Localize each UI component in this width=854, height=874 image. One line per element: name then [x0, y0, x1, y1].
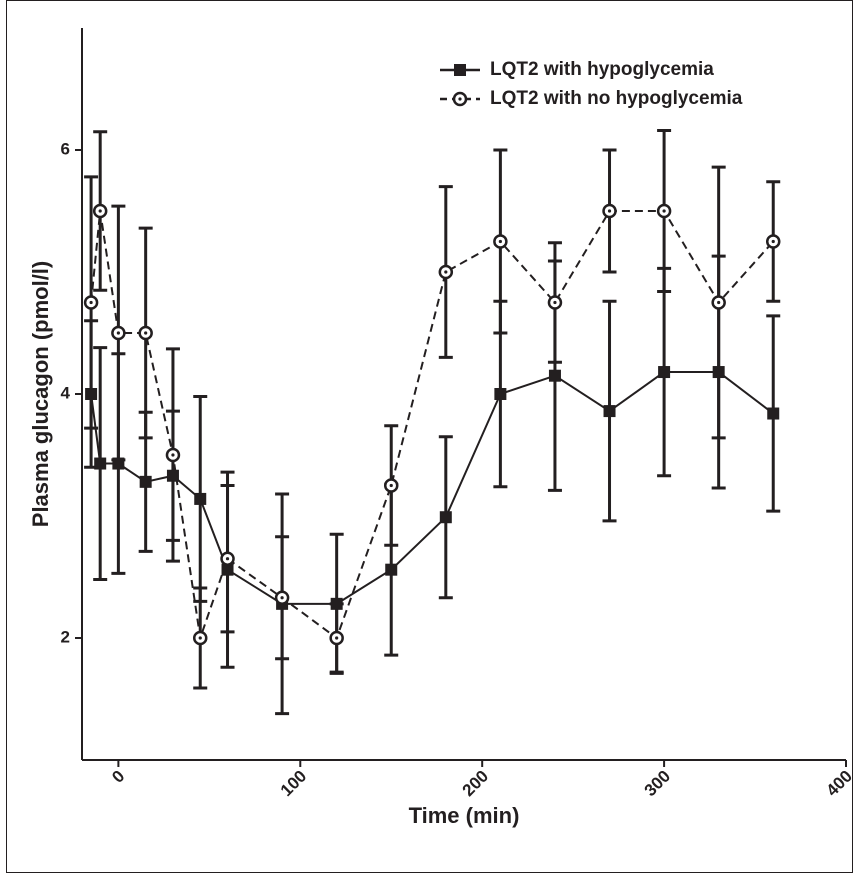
data-point [330, 597, 343, 610]
y-tick-label: 4 [61, 383, 71, 402]
data-point-dot [498, 239, 502, 244]
data-point [548, 369, 561, 382]
y-axis-label: Plasma glucagon (pmol/l) [28, 261, 53, 527]
data-point [767, 407, 780, 420]
data-point-dot [144, 331, 148, 335]
data-point-dot [89, 300, 93, 305]
y-tick-label: 2 [61, 627, 70, 646]
x-axis-label: Time (min) [409, 803, 520, 828]
legend-marker-dot [458, 97, 462, 101]
data-point [166, 469, 179, 482]
legend-marker [454, 64, 466, 76]
data-point-dot [280, 596, 284, 600]
data-point-dot [116, 331, 120, 335]
data-point [712, 366, 725, 379]
x-tick-label: 0 [108, 767, 128, 787]
x-tick-label: 200 [459, 767, 492, 800]
data-point-dot [98, 209, 102, 213]
data-point [221, 563, 234, 576]
data-point [385, 563, 398, 576]
data-point-dot [335, 636, 339, 640]
data-point [85, 388, 98, 400]
data-point-dot [662, 209, 666, 213]
data-point-dot [198, 636, 202, 640]
data-point [658, 366, 671, 379]
series-line [90, 210, 774, 640]
data-point-dot [225, 557, 230, 561]
series-line [90, 371, 774, 605]
data-point-dot [389, 483, 393, 488]
data-point [194, 492, 207, 505]
data-point-dot [444, 270, 448, 274]
data-point [603, 405, 616, 418]
data-point-dot [553, 300, 557, 305]
data-point-dot [771, 239, 775, 244]
frame [6, 0, 853, 873]
data-point-dot [607, 209, 612, 213]
data-point [494, 388, 507, 400]
data-point [139, 475, 152, 488]
data-point-dot [171, 453, 175, 457]
x-tick-label: 400 [823, 767, 854, 800]
legend-label: LQT2 with hypoglycemia [490, 59, 714, 80]
data-point [439, 511, 452, 524]
data-point [112, 457, 125, 470]
data-point-dot [717, 300, 721, 305]
x-tick-label: 100 [277, 767, 310, 800]
x-tick-label: 300 [641, 767, 674, 800]
y-tick-label: 6 [61, 139, 70, 158]
legend-label: LQT2 with no hypoglycemia [490, 88, 743, 109]
data-point [94, 457, 107, 470]
